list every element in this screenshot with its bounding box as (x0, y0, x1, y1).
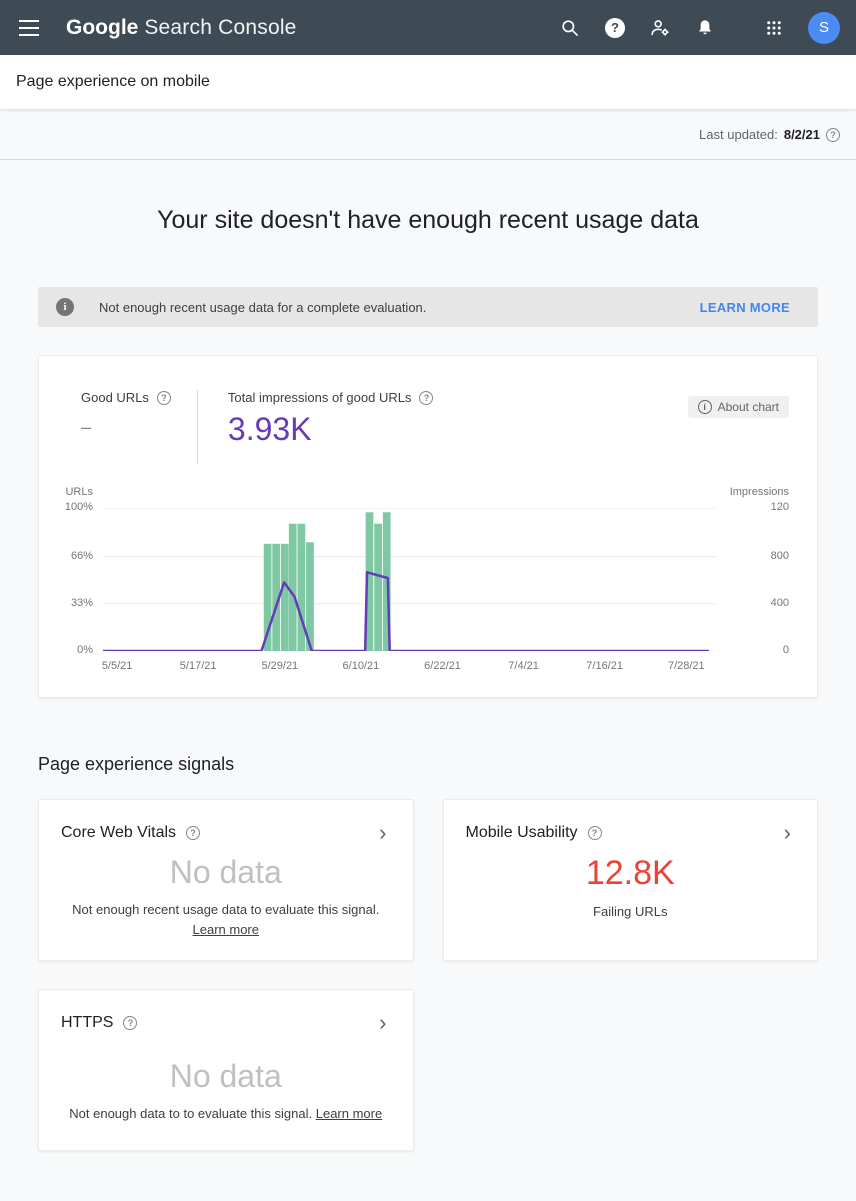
apps-grid-icon[interactable] (761, 15, 787, 41)
about-chart-button[interactable]: i About chart (687, 396, 789, 418)
about-chart-info-icon: i (697, 400, 712, 414)
core-web-vitals-title: Core Web Vitals (61, 824, 177, 841)
hero-heading: Your site doesn't have enough recent usa… (157, 206, 699, 234)
https-card[interactable]: HTTPS ? › No data Not enough data to to … (38, 989, 414, 1152)
search-icon[interactable] (557, 15, 583, 41)
https-description: Not enough data to to evaluate this sign… (69, 1106, 313, 1122)
app-logo[interactable]: Google Search Console (66, 16, 297, 40)
x-axis-labels: 5/5/21 5/17/21 5/29/21 6/10/21 6/22/21 7/4/21… (101, 660, 705, 672)
chevron-right-icon[interactable]: › (780, 822, 795, 844)
learn-more-button[interactable]: LEARN MORE (699, 299, 790, 315)
last-updated-label: Last updated: (699, 127, 778, 142)
mobile-usability-title: Mobile Usability (465, 824, 578, 841)
impressions-help-icon[interactable]: ? (419, 390, 434, 405)
core-web-vitals-learn-more-link[interactable]: Learn more (192, 921, 259, 937)
manage-users-icon[interactable] (647, 15, 673, 41)
avatar[interactable]: S (808, 11, 840, 44)
https-title: HTTPS (61, 1014, 114, 1032)
https-value: No data (169, 1058, 282, 1095)
breadcrumb: Page experience on mobile (0, 55, 856, 110)
mobile-usability-card[interactable]: Mobile Usability ? › 12.8K Failing URLs (442, 799, 818, 962)
https-help-icon[interactable]: ? (123, 1016, 138, 1031)
good-urls-value: – (81, 417, 92, 437)
chart-card: Good URLs ? – Total impressions of good … (38, 355, 818, 698)
info-icon: i (56, 298, 74, 316)
left-axis: URLs 100% 66% 33% 0% (64, 486, 93, 656)
core-web-vitals-value: No data (169, 854, 282, 890)
impressions-value: 3.93K (227, 411, 312, 447)
notifications-icon[interactable] (692, 15, 718, 41)
good-urls-metric: Good URLs ? – (81, 390, 171, 438)
core-web-vitals-help-icon[interactable]: ? (186, 826, 201, 840)
chevron-right-icon[interactable]: › (375, 822, 390, 844)
notice-banner: i Not enough recent usage data for a com… (38, 287, 818, 327)
mobile-usability-description: Failing URLs (593, 904, 668, 919)
logo-google: Google (66, 15, 139, 39)
chart: URLs 100% 66% 33% 0% 5/5/21 5/17/21 5/29/21 6/1… (51, 486, 789, 677)
last-updated-value: 8/2/21 (783, 127, 820, 142)
mobile-usability-value: 12.8K (585, 854, 675, 892)
chart-plot[interactable] (103, 508, 717, 651)
help-icon[interactable]: ? (602, 15, 628, 41)
good-urls-label: Good URLs (81, 390, 149, 405)
metric-divider (196, 390, 198, 464)
core-web-vitals-description: Not enough recent usage data to evaluate… (72, 902, 380, 917)
banner-message: Not enough recent usage data for a compl… (99, 299, 427, 315)
core-web-vitals-card[interactable]: Core Web Vitals ? › No data Not enough r… (38, 799, 414, 962)
mobile-usability-help-icon[interactable]: ? (587, 826, 602, 840)
impressions-metric: Total impressions of good URLs ? 3.93K (228, 390, 434, 448)
signals-heading: Page experience signals (38, 754, 235, 774)
last-updated-row: Last updated: 8/2/21 ? (0, 110, 856, 160)
chevron-right-icon[interactable]: › (375, 1012, 390, 1034)
logo-product: Search Console (144, 15, 297, 39)
menu-icon[interactable] (16, 15, 42, 41)
app-bar: Google Search Console ? (0, 0, 856, 55)
last-updated-help-icon[interactable]: ? (826, 127, 840, 142)
right-axis: Impressions 120 800 400 0 (729, 486, 789, 656)
https-learn-more-link[interactable]: Learn more (315, 1106, 383, 1122)
page-title: Page experience on mobile (16, 73, 210, 90)
good-urls-help-icon[interactable]: ? (156, 390, 171, 405)
impressions-label: Total impressions of good URLs (227, 390, 412, 405)
